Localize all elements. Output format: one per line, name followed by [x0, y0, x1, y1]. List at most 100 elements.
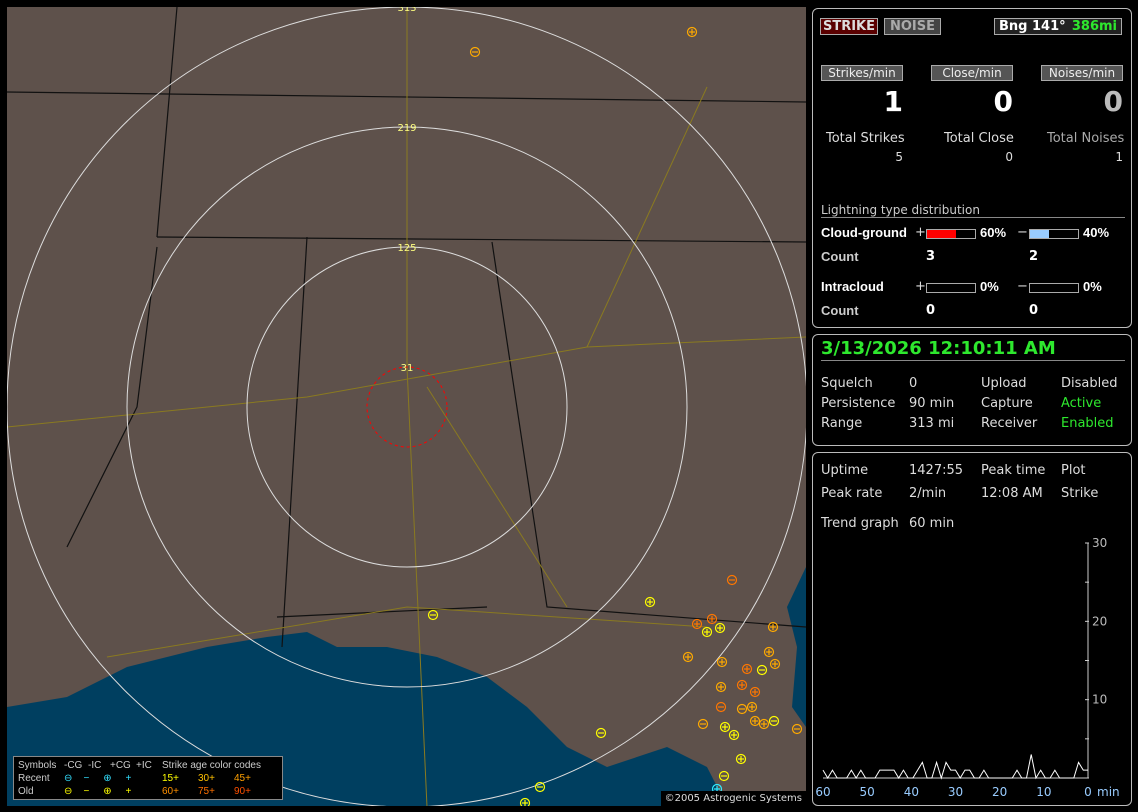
x-tick-label: 10: [1036, 785, 1051, 799]
strike-button[interactable]: STRIKE: [820, 18, 878, 35]
info-cell: Persistence: [821, 396, 896, 411]
total-close-label: Total Close: [944, 131, 1014, 146]
strike-marker: [716, 656, 728, 668]
noises-per-min-button[interactable]: Noises/min: [1041, 65, 1123, 81]
x-tick-label: 30: [948, 785, 963, 799]
strike-marker: [697, 718, 709, 730]
strike-marker: [741, 663, 753, 675]
strike-marker: [726, 574, 738, 586]
ic-positive-count: 0: [926, 303, 936, 318]
strike-circle: [706, 613, 718, 625]
strikes-per-min-button[interactable]: Strikes/min: [821, 65, 903, 81]
total-close: 0: [1005, 150, 1013, 164]
strike-circle: [716, 656, 728, 668]
strike-circle: [736, 703, 748, 715]
x-tick-label: 50: [860, 785, 875, 799]
info-cell: Range: [821, 416, 863, 431]
cg-negative-pct: 40%: [1083, 225, 1110, 240]
peak-time: 12:08 AM: [981, 486, 1043, 501]
legend-age: 75+: [198, 786, 215, 797]
strike-marker: [768, 715, 780, 727]
total-noises-label: Total Noises: [1047, 131, 1125, 146]
info-cell: Receiver: [981, 416, 1038, 431]
legend-age: 45+: [234, 773, 251, 784]
ic-count-label: Count: [821, 303, 859, 318]
legend-old-symbols: ⊖ − ⊕ +: [64, 786, 132, 797]
strike-circle: [691, 618, 703, 630]
strike-marker: [736, 703, 748, 715]
strike-circle: [726, 574, 738, 586]
legend-recent-symbols: ⊖ − ⊕ +: [64, 773, 132, 784]
cg-positive-count: 3: [926, 249, 936, 264]
strike-circle: [595, 727, 607, 739]
noise-button[interactable]: NOISE: [884, 18, 941, 35]
strike-circle: [758, 718, 770, 730]
strike-circle: [746, 701, 758, 713]
range-ring: [366, 366, 448, 448]
x-tick-label: 40: [904, 785, 919, 799]
strike-marker: [519, 797, 531, 806]
strike-circle: [736, 679, 748, 691]
ic-label: Intracloud: [821, 279, 884, 294]
strike-marker: [746, 701, 758, 713]
strike-circle: [715, 681, 727, 693]
strike-marker: [791, 723, 803, 735]
trend-duration[interactable]: 60 min: [909, 516, 955, 531]
range-ring: [246, 246, 568, 568]
strike-marker: [701, 626, 713, 638]
datetime: 3/13/2026 12:10:11 AM: [821, 338, 1125, 361]
close-per-min: 0: [993, 85, 1013, 118]
info-cell: Squelch: [821, 376, 873, 391]
strikes-per-min: 1: [883, 85, 903, 118]
strike-circle: [767, 621, 779, 633]
noises-per-min: 0: [1103, 85, 1123, 118]
y-tick-label: 30: [1092, 536, 1107, 550]
distance: 386mi: [1071, 19, 1117, 34]
x-tick-label: 60: [815, 785, 830, 799]
legend-col: -IC: [88, 760, 102, 771]
strike-marker: [706, 613, 718, 625]
close-per-min-button[interactable]: Close/min: [931, 65, 1013, 81]
cg-positive-pct: 60%: [980, 225, 1007, 240]
rates-panel: STRIKE NOISE Bng 141° 386mi Strikes/min …: [812, 8, 1132, 328]
cg-negative-count: 2: [1029, 249, 1039, 264]
legend-age-title: Strike age color codes: [162, 760, 261, 771]
trend-line: [822, 754, 1088, 780]
strike-marker: [534, 781, 546, 793]
plot-type[interactable]: Strike: [1061, 486, 1099, 501]
peak-time-label: Peak time: [981, 463, 1046, 478]
x-axis-label: min: [1097, 785, 1120, 799]
strike-circle: [644, 596, 656, 608]
strike-circle: [519, 797, 531, 806]
strike-marker: [767, 621, 779, 633]
info-cell: 0: [909, 376, 918, 391]
legend-symbols-label: Symbols: [18, 760, 57, 771]
strike-circle: [714, 622, 726, 634]
strike-marker: [749, 686, 761, 698]
minus-sign: −: [1017, 279, 1028, 294]
strike-marker: [715, 701, 727, 713]
legend-age: 15+: [162, 773, 179, 784]
legend-age: 60+: [162, 786, 179, 797]
strike-map[interactable]: 31 125 219 313 Symbols -CG -IC +CG +IC Stri…: [7, 7, 806, 806]
strike-marker: [427, 609, 439, 621]
legend-col: -CG: [64, 760, 83, 771]
strike-circle: [715, 701, 727, 713]
strike-circle: [768, 715, 780, 727]
range-rings: 31 125 219 313: [7, 7, 806, 806]
cg-label: Cloud-ground: [821, 225, 907, 240]
strike-circle: [728, 729, 740, 741]
strike-marker: [728, 729, 740, 741]
legend-age: 30+: [198, 773, 215, 784]
strike-marker: [735, 753, 747, 765]
peak-rate-label: Peak rate: [821, 486, 883, 501]
bearing-display: Bng 141° 386mi: [994, 18, 1122, 35]
y-tick-label: 20: [1092, 614, 1107, 628]
info-cell: Upload: [981, 376, 1027, 391]
peak-rate: 2/min: [909, 486, 947, 501]
strike-circle: [749, 715, 761, 727]
range-ring-label: 313: [397, 7, 416, 14]
distribution-title: Lightning type distribution: [821, 203, 1125, 218]
info-cell: 313 mi: [909, 416, 955, 431]
range-ring: [126, 126, 688, 688]
